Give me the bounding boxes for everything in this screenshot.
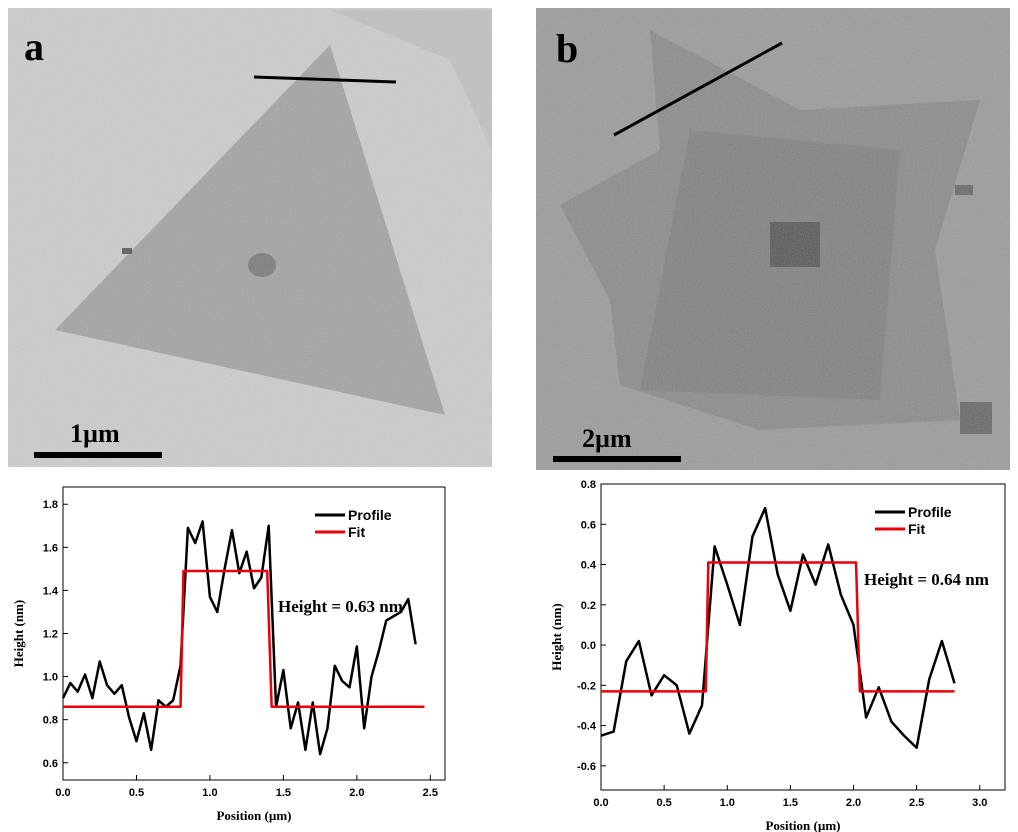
y-tick-label: 1.2 <box>43 629 58 641</box>
legend-label: Profile <box>908 504 952 520</box>
afm-image-b <box>536 8 1010 470</box>
x-tick-label: 1.0 <box>720 797 735 809</box>
x-axis-title: Position (µm) <box>216 808 291 823</box>
y-tick-label: 0.6 <box>43 758 58 770</box>
annotation: Height = 0.64 nm <box>864 570 989 589</box>
page: {"panels": [{"label": "a", "scale_bar": … <box>0 0 1018 832</box>
y-tick-label: 0.2 <box>581 600 596 612</box>
y-tick-label: -0.4 <box>577 721 597 733</box>
x-tick-label: 2.5 <box>909 797 924 809</box>
legend-label: Profile <box>348 507 392 523</box>
x-tick-label: 2.0 <box>846 797 861 809</box>
scale-text: 2µm <box>582 424 632 453</box>
x-tick-label: 0.5 <box>656 797 671 809</box>
scale-bar <box>34 452 162 458</box>
scale-text: 1µm <box>70 419 120 448</box>
x-tick-label: 3.0 <box>972 797 987 809</box>
x-tick-label: 1.5 <box>783 797 798 809</box>
y-tick-label: 1.8 <box>43 499 58 511</box>
x-tick-label: 2.5 <box>423 787 438 799</box>
y-tick-label: 1.4 <box>43 585 59 597</box>
x-tick-label: 1.5 <box>276 787 291 799</box>
y-tick-label: 1.6 <box>43 542 58 554</box>
y-tick-label: -0.6 <box>577 761 596 773</box>
y-tick-label: 0.8 <box>43 715 58 727</box>
y-axis-title: Height (nm) <box>549 603 564 671</box>
figure: a 1µm b 2µm 0.0 0.5 1.0 1.5 2.0 2.5 0.6 0.8 1.0 1… <box>0 0 1018 832</box>
y-tick-label: 0.6 <box>581 519 596 531</box>
y-tick-label: 1.0 <box>43 672 58 684</box>
panel-label: a <box>24 24 44 69</box>
y-tick-label: -0.2 <box>577 680 596 692</box>
x-tick-label: 0.0 <box>593 797 608 809</box>
data-line <box>63 521 416 754</box>
y-axis-title: Height (nm) <box>11 600 26 668</box>
legend-label: Fit <box>908 521 925 537</box>
x-tick-label: 2.0 <box>349 787 364 799</box>
y-tick-label: 0.4 <box>581 560 597 572</box>
x-axis-title: Position (µm) <box>765 818 840 832</box>
data-line <box>601 508 955 748</box>
annotation: Height = 0.63 nm <box>278 597 403 616</box>
plot-frame <box>63 487 445 780</box>
scale-bar <box>553 456 681 462</box>
x-tick-label: 0.5 <box>129 787 144 799</box>
y-tick-label: 0.8 <box>581 479 596 491</box>
x-tick-label: 0.0 <box>55 787 70 799</box>
afm-image-a <box>8 8 492 467</box>
legend-label: Fit <box>348 524 365 540</box>
x-tick-label: 1.0 <box>202 787 217 799</box>
y-tick-label: 0.0 <box>581 640 596 652</box>
plot-frame <box>601 484 1005 790</box>
panel-label: b <box>556 26 578 71</box>
